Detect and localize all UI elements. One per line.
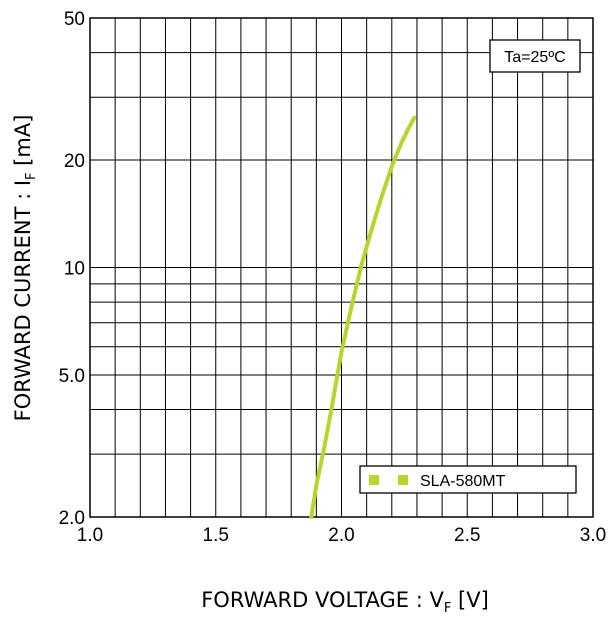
legend-label: SLA-580MT [420, 473, 506, 490]
annotation-text: Ta=25ºC [504, 49, 565, 66]
tick-labels: 1.0 1.5 2.0 2.5 3.0 2.0 5.0 10 20 50 [59, 9, 607, 546]
annotation-box: Ta=25ºC [489, 39, 581, 73]
y-tick-label: 10 [64, 259, 85, 280]
x-tick-label: 3.0 [580, 525, 606, 546]
legend-swatch-marker [369, 475, 379, 485]
grid-lines [90, 18, 593, 517]
x-tick-label: 2.0 [328, 525, 354, 546]
plot-frame [89, 17, 594, 518]
x-tick-label: 1.5 [203, 525, 229, 546]
y-tick-label: 5.0 [59, 366, 85, 387]
x-tick-label: 2.5 [454, 525, 480, 546]
y-tick-label: 50 [64, 9, 85, 30]
x-axis-title: FORWARD VOLTAGE : VF [V] [201, 588, 489, 616]
legend: SLA-580MT [359, 465, 577, 494]
legend-swatch-marker [398, 475, 408, 485]
y-tick-label: 2.0 [59, 508, 85, 529]
x-tick-label: 1.0 [77, 525, 103, 546]
y-tick-label: 20 [64, 151, 85, 172]
series-layer [309, 115, 417, 519]
series-line [309, 115, 417, 519]
y-axis-title: FORWARD CURRENT : IF [mA] [11, 115, 39, 422]
